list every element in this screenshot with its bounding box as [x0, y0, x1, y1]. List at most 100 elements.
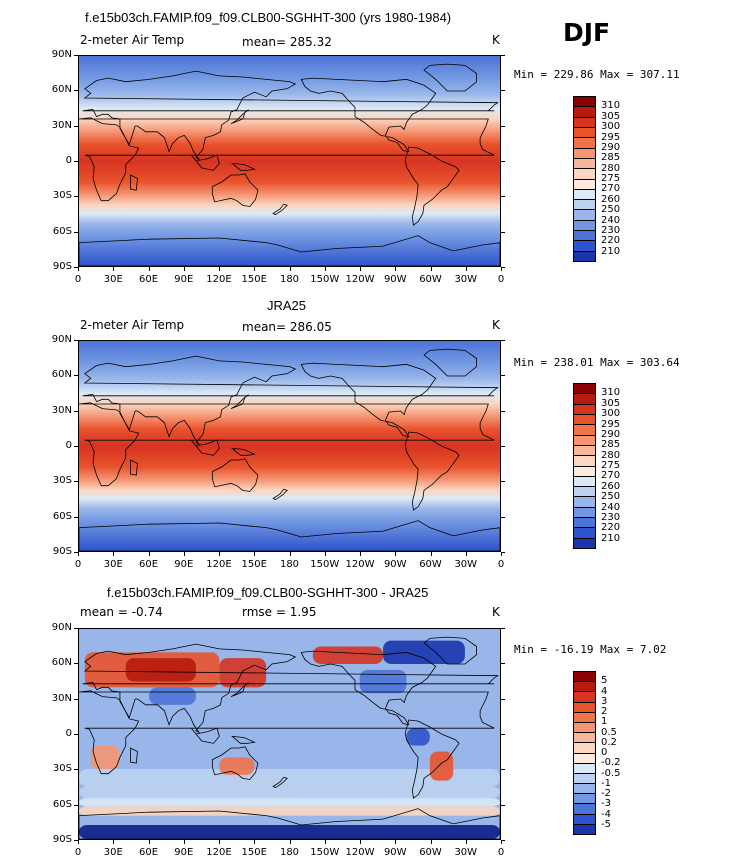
- colorbar-swatch: [574, 722, 595, 734]
- lon-tick-mark: [254, 552, 256, 556]
- lat-tick-mark-right: [501, 698, 505, 700]
- lat-tick-label: 90S: [52, 834, 72, 845]
- panel2-units: K: [492, 318, 500, 332]
- coastline: [230, 735, 256, 744]
- lat-tick-mark: [74, 161, 78, 162]
- lat-tick-mark: [74, 628, 78, 629]
- lon-tick-label: 0: [74, 274, 82, 285]
- colorbar-label: 270: [601, 183, 621, 195]
- lon-tick-label: 120E: [206, 559, 232, 570]
- lat-tick-mark: [74, 375, 78, 377]
- panel2-colorbar: [573, 383, 596, 549]
- colorbar-swatch: [574, 794, 595, 805]
- colorbar-label: 240: [601, 501, 621, 513]
- colorbar-label: 300: [601, 408, 621, 420]
- coastline: [423, 348, 478, 377]
- lat-tick-label: 90N: [51, 622, 72, 633]
- lat-tick-mark: [74, 446, 78, 447]
- colorbar-label: 305: [601, 110, 621, 122]
- colorbar-swatch: [574, 733, 595, 744]
- coastline: [82, 355, 499, 446]
- colorbar-label: 260: [601, 480, 621, 492]
- colorbar-swatch: [574, 743, 595, 754]
- colorbar-swatch: [574, 148, 595, 159]
- coastline: [130, 459, 138, 476]
- lon-tick-mark: [324, 552, 326, 556]
- lon-tick-mark: [289, 267, 291, 271]
- lat-tick-mark: [74, 267, 78, 268]
- lon-tick-mark: [430, 552, 432, 556]
- lon-tick-label: 30E: [103, 559, 123, 570]
- colorbar-swatch: [574, 179, 595, 190]
- panel1-units: K: [492, 33, 500, 47]
- lon-tick-label: 60E: [138, 274, 159, 285]
- coastline: [300, 362, 437, 438]
- lat-tick-mark: [74, 55, 78, 56]
- panel1-variable-label: 2-meter Air Temp: [80, 33, 185, 47]
- coastline: [82, 70, 499, 161]
- lat-tick-mark: [74, 663, 78, 665]
- lon-tick-mark: [501, 267, 502, 271]
- lon-tick-mark: [395, 267, 397, 271]
- colorbar-swatch: [574, 117, 595, 128]
- lat-tick-mark-right: [501, 804, 505, 806]
- lon-tick-mark: [183, 267, 185, 271]
- lon-tick-label: 60E: [138, 847, 159, 858]
- map-field-1: [79, 56, 500, 266]
- lat-tick-mark-right: [501, 663, 505, 665]
- colorbar-swatch: [574, 97, 595, 108]
- colorbar-label: -0.5: [601, 767, 621, 779]
- colorbar-label: 270: [601, 470, 621, 482]
- lat-tick-mark: [74, 196, 78, 198]
- lon-tick-label: 120E: [206, 847, 232, 858]
- colorbar-label: 305: [601, 397, 621, 409]
- panel2-variable-label: 2-meter Air Temp: [80, 318, 185, 332]
- coastline: [79, 235, 500, 266]
- coastline: [272, 776, 288, 789]
- colorbar-swatch: [574, 528, 595, 539]
- colorbar-label: 280: [601, 449, 621, 461]
- colorbar-label: 220: [601, 522, 621, 534]
- lon-tick-label: 150W: [310, 274, 340, 285]
- colorbar-swatch: [574, 425, 595, 436]
- colorbar-swatch: [574, 251, 595, 261]
- colorbar-swatch: [574, 804, 595, 815]
- lat-tick-label: 30S: [52, 475, 72, 487]
- lon-tick-label: 90E: [174, 847, 194, 858]
- lon-tick-label: 150E: [241, 847, 267, 858]
- panel2-map: [78, 340, 501, 552]
- lon-tick-label: 90W: [383, 274, 407, 285]
- colorbar-swatch: [574, 189, 595, 201]
- colorbar-label: 275: [601, 460, 621, 471]
- lat-tick-mark-right: [501, 410, 505, 412]
- lat-tick-label: 0: [65, 155, 72, 166]
- colorbar-swatch: [574, 414, 595, 426]
- colorbar-swatch: [574, 384, 595, 395]
- colorbar-label: 210: [601, 532, 621, 544]
- colorbar-swatch: [574, 107, 595, 118]
- lon-tick-mark: [254, 840, 256, 844]
- colorbar-label: 0: [601, 747, 608, 758]
- lat-tick-label: 30S: [52, 190, 72, 202]
- coastline: [211, 458, 259, 492]
- lon-tick-label: 60E: [138, 559, 159, 570]
- coastline: [79, 808, 500, 839]
- lon-tick-mark: [148, 552, 150, 556]
- colorbar-label: 240: [601, 214, 621, 226]
- lon-tick-label: 90E: [174, 559, 194, 570]
- lon-tick-mark: [78, 840, 79, 844]
- coastline: [190, 727, 220, 744]
- lon-tick-label: 0: [74, 847, 82, 858]
- lon-tick-mark: [430, 267, 432, 271]
- lat-tick-label: 0: [65, 440, 72, 451]
- panel1-colorbar: [573, 96, 596, 262]
- lon-tick-label: 180: [279, 847, 300, 858]
- colorbar-label: 300: [601, 121, 621, 133]
- lat-tick-mark-right: [501, 55, 505, 56]
- panel3-rmse-label: rmse = 1.95: [242, 605, 317, 619]
- lon-tick-label: 0: [497, 274, 505, 285]
- lat-tick-mark-right: [501, 125, 505, 127]
- colorbar-swatch: [574, 127, 595, 139]
- colorbar-label: 290: [601, 428, 621, 440]
- lon-tick-mark: [219, 840, 220, 844]
